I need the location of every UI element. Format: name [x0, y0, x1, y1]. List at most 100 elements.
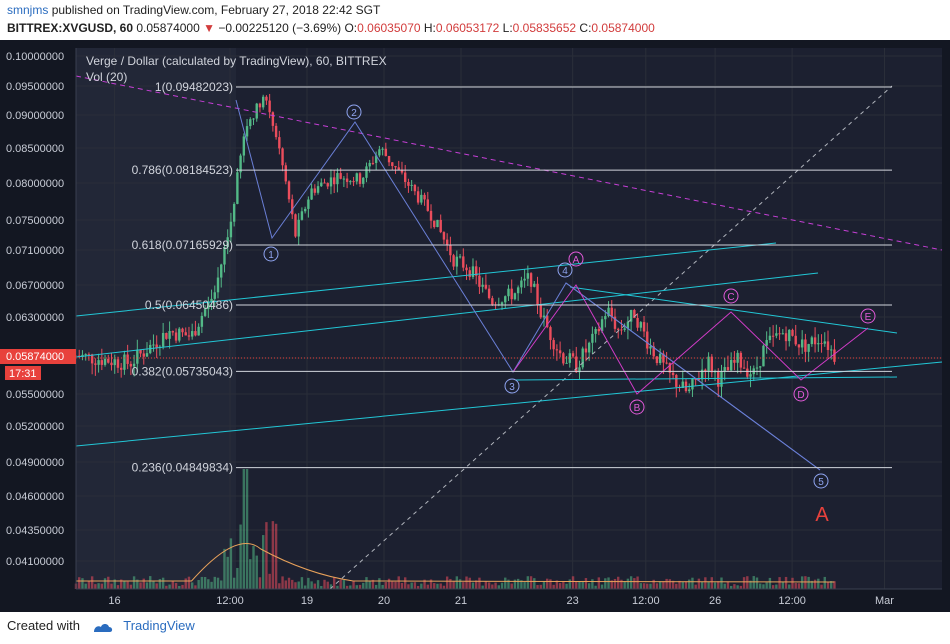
candle-body: [510, 288, 513, 300]
volume-bar: [739, 585, 743, 589]
volume-bar: [310, 581, 313, 589]
candle-body: [675, 375, 678, 387]
volume-bar: [484, 581, 488, 589]
candle-body: [520, 280, 523, 288]
volume-bar: [788, 584, 791, 589]
volume-bar: [239, 524, 242, 589]
price-chart[interactable]: 1(0.09482023) 0.786(0.08184523) 0.618(0.07…: [0, 40, 950, 612]
volume-bar: [252, 545, 255, 589]
candle-body: [726, 367, 730, 371]
volume-bar: [258, 577, 262, 589]
candle-body: [481, 284, 484, 287]
x-tick-label: 12:00: [778, 595, 806, 607]
candle-body: [310, 188, 313, 200]
volume-bar: [794, 583, 797, 589]
time-axis[interactable]: 16 12:00 19 20 21 23 12:00 26 12:00 Mar: [76, 588, 942, 607]
fib-level-label: 0.5(0.06450486): [145, 298, 233, 312]
volume-bar: [300, 577, 304, 589]
x-tick-label: 20: [378, 595, 390, 607]
candle-body: [562, 353, 565, 364]
volume-bar: [462, 582, 465, 589]
wave-marker: [568, 251, 584, 267]
candle-body: [394, 166, 397, 168]
wave-marker: [813, 473, 829, 489]
price-badge: 0.05874000 17:31: [0, 349, 76, 380]
fibonacci-levels: 1(0.09482023) 0.786(0.08184523) 0.618(0.07…: [132, 80, 892, 475]
candle-body: [232, 203, 236, 222]
candle-body: [804, 339, 807, 352]
volume-bar: [397, 576, 400, 589]
volume-bar: [471, 582, 475, 589]
down-arrow-icon: ▼: [203, 21, 216, 35]
candle-body: [445, 239, 449, 245]
volume-bar: [194, 585, 197, 589]
volume-bar: [481, 585, 484, 589]
volume-bar: [542, 581, 546, 589]
volume-bar: [158, 579, 162, 589]
candle-body: [374, 155, 378, 163]
candle-body: [581, 348, 584, 368]
volume-bar: [329, 584, 333, 589]
author-link[interactable]: smnjms: [7, 3, 49, 17]
volume-bar: [562, 582, 565, 589]
tradingview-link[interactable]: TradingView: [123, 618, 195, 633]
candle-body: [423, 194, 426, 200]
candle-body: [190, 331, 194, 337]
volume-bar: [704, 577, 707, 589]
candle-body: [274, 125, 278, 138]
wave-marker: [860, 308, 876, 324]
candle-body: [771, 335, 775, 337]
volume-bar: [326, 581, 329, 589]
wave-marker: [504, 378, 520, 394]
candle-body: [636, 317, 639, 328]
volume-bar: [103, 578, 107, 589]
volume-bar: [636, 576, 639, 589]
candle-body: [187, 335, 191, 337]
fib-level-label: 0.236(0.04849834): [132, 461, 233, 475]
price-axis[interactable]: 0.10000000 0.09500000 0.09000000 0.08500000…: [6, 48, 77, 589]
volume-bar: [152, 581, 155, 589]
candle-body: [665, 362, 668, 364]
candle-body: [207, 301, 210, 310]
candle-body: [620, 329, 623, 331]
volume-bar: [675, 583, 678, 589]
candle-body: [439, 219, 442, 233]
wave-label: 3: [509, 382, 515, 393]
volume-bar: [119, 579, 123, 589]
volume-bar: [558, 583, 562, 589]
low-label: L:: [502, 21, 513, 35]
volume-bar: [249, 559, 252, 589]
volume-bar: [229, 538, 233, 589]
candle-body: [449, 244, 452, 256]
y-tick-label: 0.07100000: [6, 245, 64, 257]
wave-marker: [557, 262, 573, 278]
x-tick-label: Mar: [875, 595, 894, 607]
candle-body: [549, 327, 552, 341]
volume-bar: [791, 577, 794, 589]
candle-body: [278, 137, 281, 149]
volume-bar: [713, 582, 717, 589]
candle-body: [255, 103, 258, 119]
y-tick-label: 0.04600000: [6, 491, 64, 503]
candle-body: [652, 346, 655, 357]
volume-bar: [520, 580, 523, 589]
candle-body: [823, 341, 826, 344]
volume-bar: [232, 577, 236, 589]
candle-body: [313, 188, 317, 193]
candle-body: [578, 367, 581, 373]
candle-body: [649, 346, 652, 349]
candle-body: [245, 126, 249, 137]
candle-body: [565, 362, 568, 364]
volume-bar: [510, 583, 513, 589]
volume-legend: Vol (20): [86, 70, 127, 84]
wave-label: C: [727, 292, 734, 303]
candle-body: [178, 328, 181, 341]
wave-marker: [629, 399, 645, 415]
volume-bars: [74, 469, 836, 589]
volume-bar: [516, 578, 520, 589]
volume-bar: [781, 581, 785, 589]
candle-body: [817, 343, 820, 345]
candle-body: [504, 296, 507, 303]
volume-bar: [323, 579, 326, 589]
wave-marker: [263, 246, 279, 262]
